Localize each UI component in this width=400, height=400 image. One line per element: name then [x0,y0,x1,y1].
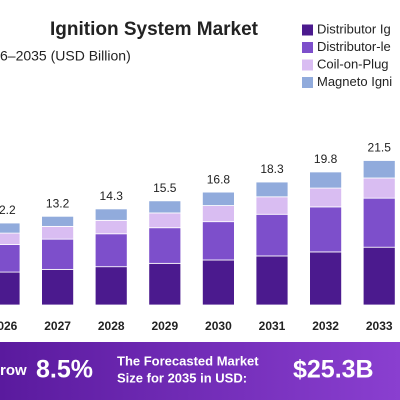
x-tick-label: 2031 [259,319,286,333]
legend-label: Distributor-le [317,39,391,54]
bar-segment [309,206,343,253]
bar-segment [41,238,74,270]
bar-segment [41,268,74,306]
bar-segment [148,212,182,229]
bar-segment [0,222,21,234]
legend-label: Distributor Ig [317,21,391,36]
bar-segment [201,205,235,223]
bar-segment [94,266,128,306]
x-tick-label: 2029 [151,319,178,333]
bar-segment [362,177,396,199]
legend-swatch [302,42,313,53]
x-tick-label: 2030 [205,319,232,333]
bar-segment [309,251,343,306]
total-label: 12.2 [0,203,16,217]
chart-title: Ignition System Market [50,19,259,40]
bar-segment [94,233,128,268]
bar-segment [201,259,235,306]
bar-segment [41,225,74,240]
bar-segment [94,219,128,235]
bar-segment [255,196,289,215]
chart-subtitle: 6–2035 (USD Billion) [0,48,131,64]
bar-segment [255,255,289,306]
banner-left: row [0,362,27,379]
bar-segment [148,227,182,264]
legend-swatch [302,24,313,36]
x-tick-label: 2027 [44,319,71,333]
banner [0,342,400,400]
total-label: 21.5 [368,141,392,155]
bar-segment [148,200,182,214]
x-tick-label: 2033 [366,319,393,333]
bar-segment [201,221,235,261]
bar-segment [362,246,396,306]
legend: Distributor Ig Distributor-le Coil-on-Plug… [302,21,392,89]
banner-text: Size for 2035 in USD: [117,370,247,385]
bar-segment [362,160,396,179]
bar-segment [362,197,396,248]
banner-cagr: 8.5% [36,356,93,384]
x-tick-label: 2032 [312,319,339,333]
bar-segment [0,232,21,245]
bar-segment [41,215,74,227]
total-label: 15.5 [153,181,177,195]
bar-segment [0,244,21,273]
bar-segment [0,271,21,306]
total-label: 16.8 [207,172,231,186]
banner-value: $25.3B [293,356,374,384]
total-label: 19.8 [314,152,338,166]
total-label: 14.3 [100,189,124,203]
legend-label: Coil-on-Plug [317,56,389,71]
total-label: 13.2 [46,196,70,210]
legend-label: Magneto Igni [317,74,392,89]
total-label: 18.3 [260,162,284,176]
banner-text: The Forecasted Market [117,353,259,368]
bar-segment [94,208,128,221]
bar-segment [309,187,343,208]
bar-segment [309,171,343,189]
legend-swatch [302,77,313,88]
x-tick-label: 2028 [98,319,125,333]
bar-segment [148,262,182,306]
legend-swatch [302,59,313,71]
bar-segment [255,213,289,257]
bar-segment [255,181,289,198]
bar-segment [201,191,235,206]
